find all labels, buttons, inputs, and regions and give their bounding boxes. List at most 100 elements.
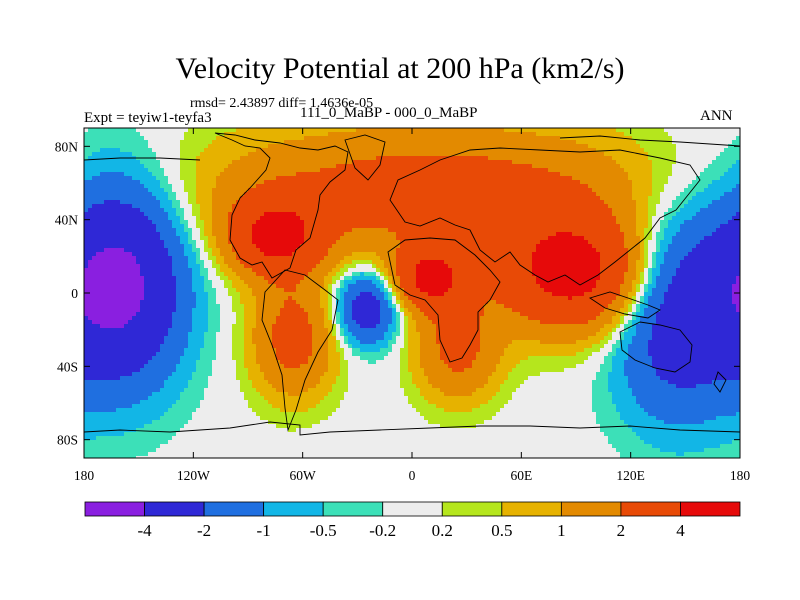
field-cell [112, 256, 117, 261]
field-cell [308, 208, 313, 213]
field-cell [140, 416, 145, 421]
field-cell [320, 224, 325, 229]
field-cell [132, 360, 137, 365]
field-cell [224, 384, 229, 389]
field-cell [212, 260, 217, 265]
field-cell [268, 296, 273, 301]
field-cell [148, 432, 153, 437]
field-cell [268, 292, 273, 297]
field-cell [288, 304, 293, 309]
field-cell [120, 188, 125, 193]
field-cell [244, 436, 249, 441]
field-cell [188, 296, 193, 301]
field-cell [108, 380, 113, 385]
field-cell [284, 324, 289, 329]
field-cell [220, 208, 225, 213]
field-cell [260, 436, 265, 441]
field-cell [236, 188, 241, 193]
field-cell [160, 380, 165, 385]
field-cell [108, 304, 113, 309]
field-cell [216, 160, 221, 165]
field-cell [144, 452, 149, 457]
field-cell [92, 452, 97, 457]
field-cell [184, 408, 189, 413]
field-cell [224, 340, 229, 345]
field-cell [112, 196, 117, 201]
field-cell [256, 172, 261, 177]
field-cell [108, 232, 113, 237]
field-cell [308, 184, 313, 189]
field-cell [324, 176, 329, 181]
field-cell [260, 456, 265, 458]
field-cell [116, 264, 121, 269]
field-cell [284, 244, 289, 249]
field-cell [180, 328, 185, 333]
field-cell [212, 152, 217, 157]
field-cell [304, 236, 309, 241]
field-cell [284, 336, 289, 341]
field-cell [116, 128, 121, 133]
field-cell [320, 136, 325, 141]
field-cell [316, 200, 321, 205]
field-cell [132, 288, 137, 293]
field-cell [240, 136, 245, 141]
field-cell [244, 400, 249, 405]
field-cell [188, 288, 193, 293]
field-cell [212, 236, 217, 241]
field-cell [256, 200, 261, 205]
field-cell [196, 136, 201, 141]
field-cell [144, 308, 149, 313]
field-cell [100, 204, 105, 209]
field-cell [136, 328, 141, 333]
field-cell [124, 444, 129, 449]
field-cell [216, 164, 221, 169]
field-cell [160, 288, 165, 293]
field-cell [260, 276, 265, 281]
field-cell [112, 400, 117, 405]
field-cell [184, 164, 189, 169]
field-cell [292, 228, 297, 233]
field-cell [272, 372, 277, 377]
field-cell [280, 356, 285, 361]
field-cell [244, 172, 249, 177]
field-cell [136, 416, 141, 421]
field-cell [120, 308, 125, 313]
field-cell [252, 208, 257, 213]
field-cell [228, 188, 233, 193]
field-cell [176, 176, 181, 181]
field-cell [292, 128, 297, 133]
field-cell [268, 440, 273, 445]
field-cell [88, 316, 93, 321]
field-cell [100, 228, 105, 233]
field-cell [104, 320, 109, 325]
field-cell [148, 332, 153, 337]
field-cell [228, 136, 233, 141]
field-cell [132, 136, 137, 141]
field-cell [244, 332, 249, 337]
field-cell [180, 208, 185, 213]
field-cell [300, 232, 305, 237]
field-cell [248, 284, 253, 289]
field-cell [88, 404, 93, 409]
field-cell [240, 200, 245, 205]
field-cell [276, 360, 281, 365]
field-cell [308, 252, 313, 257]
field-cell [236, 404, 241, 409]
field-cell [228, 280, 233, 285]
field-cell [296, 416, 301, 421]
field-cell [256, 436, 261, 441]
field-cell [316, 144, 321, 149]
field-cell [220, 376, 225, 381]
field-cell [312, 308, 317, 313]
field-cell [104, 440, 109, 445]
field-cell [84, 300, 89, 305]
field-cell [168, 360, 173, 365]
field-cell [188, 280, 193, 285]
field-cell [224, 276, 229, 281]
field-cell [192, 340, 197, 345]
field-cell [280, 228, 285, 233]
field-cell [304, 444, 309, 449]
field-cell [236, 208, 241, 213]
field-cell [300, 164, 305, 169]
field-cell [100, 408, 105, 413]
